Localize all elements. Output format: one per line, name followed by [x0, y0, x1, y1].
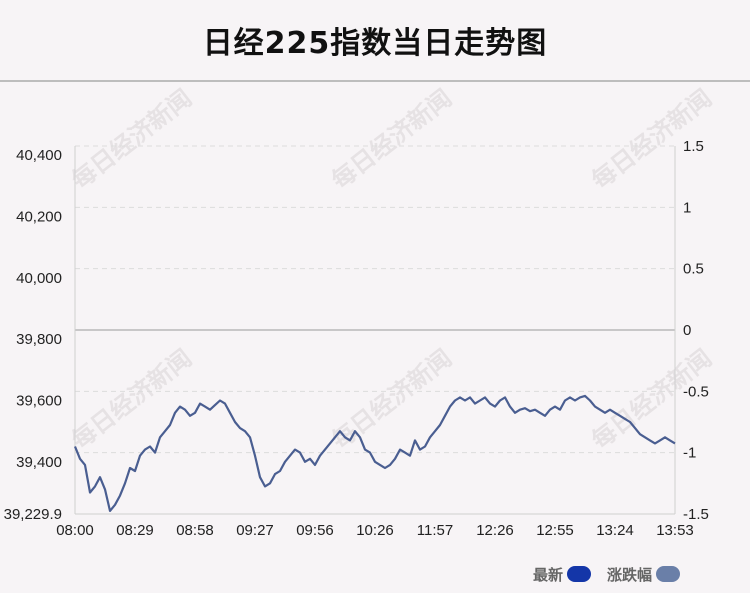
- legend-swatch-latest: [567, 566, 592, 582]
- x-tick-10: 13:53: [656, 522, 694, 539]
- y-right-tick-5: -1: [683, 445, 696, 462]
- x-tick-6: 11:57: [417, 522, 453, 539]
- axes: [74, 146, 676, 515]
- y-right-tick-6: -1.5: [683, 506, 709, 523]
- legend: 最新 涨跌幅: [533, 563, 696, 585]
- legend-swatch-change: [656, 566, 681, 582]
- y-left-tick-2: 40,000: [16, 270, 62, 287]
- y-left-tick-5: 39,400: [16, 454, 62, 471]
- x-tick-1: 08:29: [116, 522, 154, 539]
- x-tick-4: 09:56: [296, 522, 334, 539]
- y-left-tick-6: 39,229.9: [4, 506, 62, 523]
- y-left-tick-1: 40,200: [16, 209, 62, 226]
- series-line-0: [73, 394, 676, 512]
- y-right-tick-2: 0.5: [683, 261, 704, 278]
- x-tick-9: 13:24: [596, 522, 634, 539]
- x-tick-7: 12:26: [476, 522, 514, 539]
- x-tick-labels: 08:00 08:29 08:58 09:27 09:56 10:26 11:57 12:26…: [56, 522, 694, 539]
- legend-label-latest: 最新: [533, 565, 564, 584]
- watermark-1: 每日经济新闻: [326, 84, 457, 195]
- y-right-tick-4: -0.5: [683, 383, 709, 400]
- watermark-0: 每日经济新闻: [66, 84, 197, 195]
- x-tick-5: 10:26: [356, 522, 394, 539]
- y-right-tick-labels: 1.5 1 0.5 0 -0.5 -1 -1.5: [683, 138, 709, 523]
- x-tick-3: 09:27: [236, 522, 274, 539]
- y-right-tick-0: 1.5: [683, 138, 704, 155]
- legend-item-change[interactable]: 涨跌幅: [607, 564, 681, 585]
- y-left-tick-4: 39,600: [16, 393, 62, 410]
- y-right-tick-1: 1: [683, 199, 691, 216]
- page-title: 日经225指数当日走势图: [202, 26, 548, 61]
- y-left-tick-labels: 40,400 40,200 40,000 39,800 39,600 39,400 39,2…: [4, 147, 62, 523]
- watermark-3: 每日经济新闻: [66, 344, 197, 455]
- grid-lines: [75, 145, 675, 515]
- title-divider: [0, 80, 750, 82]
- y-left-tick-0: 40,400: [16, 147, 62, 164]
- y-right-tick-3: 0: [683, 322, 691, 339]
- legend-item-latest[interactable]: 最新: [533, 564, 592, 585]
- series-layer: [73, 394, 676, 512]
- legend-label-change: 涨跌幅: [607, 565, 653, 584]
- y-left-tick-3: 39,800: [16, 331, 62, 348]
- x-tick-2: 08:58: [176, 522, 214, 539]
- x-tick-8: 12:55: [536, 522, 574, 539]
- x-tick-0: 08:00: [56, 522, 94, 539]
